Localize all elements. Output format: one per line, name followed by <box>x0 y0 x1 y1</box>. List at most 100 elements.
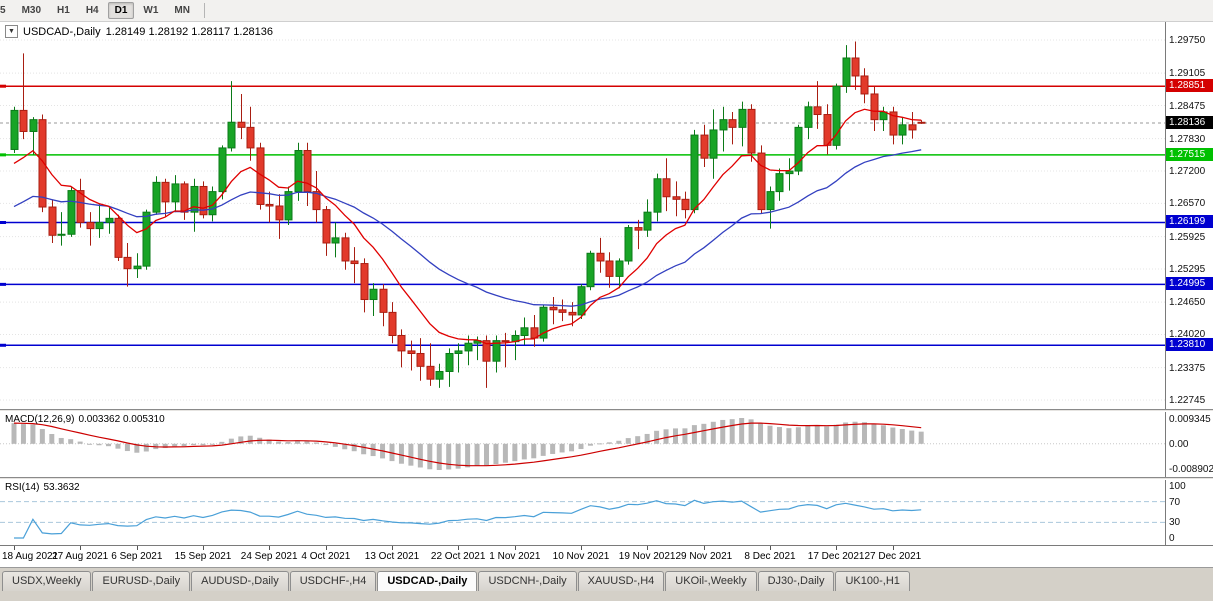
chart-tab-ukoil-weekly[interactable]: UKOil-,Weekly <box>665 571 757 591</box>
timeframe-button-d1[interactable]: D1 <box>107 2 135 19</box>
candles <box>10 41 926 388</box>
timeframe-button-h4[interactable]: H4 <box>85 5 99 16</box>
ma-slow-line <box>13 149 922 307</box>
date-axis[interactable]: 18 Aug 2021 27 Aug 2021 6 Sep 2021 15 Sep 2… <box>0 545 1213 567</box>
chart-tab-usdcad-daily[interactable]: USDCAD-,Daily <box>377 571 478 591</box>
macd-axis[interactable]: 0.009345 0.00 -0.008902 <box>1165 412 1213 477</box>
chart-tabs: USDX,Weekly EURUSD-,Daily AUDUSD-,Daily USD… <box>0 567 1213 601</box>
timeframe-button-w1[interactable]: W1 <box>143 5 159 16</box>
price-axis-label: 1.26570 <box>1169 198 1206 210</box>
timeframe-button-mn[interactable]: MN <box>174 5 190 16</box>
macd-values: 0.003362 0.005310 <box>78 414 165 425</box>
ma-fast-line <box>13 108 922 345</box>
timeframe-button-h1[interactable]: H1 <box>57 5 70 16</box>
price-level-badge: 1.26199 <box>1166 215 1213 229</box>
price-level-badge: 1.23810 <box>1166 338 1213 352</box>
macd-axis-label: -0.008902 <box>1169 464 1213 475</box>
price-axis-label: 1.22745 <box>1169 395 1206 406</box>
horizontal-level-lines[interactable] <box>0 84 1165 347</box>
date-label: 27 Aug 2021 <box>52 551 109 562</box>
rsi-axis[interactable]: 100 70 30 0 <box>1165 480 1213 545</box>
date-tick-mark <box>703 546 705 550</box>
date-label: 4 Oct 2021 <box>301 551 351 562</box>
chart-tab-usdx-weekly[interactable]: USDX,Weekly <box>2 571 92 591</box>
price-chart[interactable]: ▼ USDCAD-,Daily 1.28149 1.28192 1.28117 … <box>0 22 1165 409</box>
date-label: 15 Sep 2021 <box>174 551 232 562</box>
macd-name: MACD(12,26,9) <box>5 414 75 425</box>
price-axis-label: 1.29750 <box>1169 35 1206 46</box>
rsi-axis-label: 100 <box>1169 481 1186 492</box>
chart-tab-audusd-daily[interactable]: AUDUSD-,Daily <box>191 571 289 591</box>
rsi-value: 53.3632 <box>43 482 80 493</box>
price-axis[interactable]: 1.29750 1.29105 1.28475 1.27830 1.27200 1.265… <box>1165 22 1213 409</box>
price-axis-label: 1.27200 <box>1169 166 1206 178</box>
date-tick-mark <box>770 546 771 550</box>
price-level-badge: 1.27515 <box>1166 147 1213 161</box>
price-axis-label: 1.25925 <box>1169 231 1206 243</box>
chart-tab-usdcnh-daily[interactable]: USDCNH-,Daily <box>478 571 577 591</box>
macd-indicator-label: MACD(12,26,9) 0.003362 0.005310 <box>5 414 169 425</box>
rsi-axis-label: 70 <box>1169 496 1181 508</box>
date-tick-mark <box>392 546 393 550</box>
rsi-axis-label: 0 <box>1169 533 1175 544</box>
current-price-badge: 1.28136 <box>1166 115 1213 129</box>
macd-chart <box>0 418 1165 470</box>
price-axis-label: 1.28475 <box>1169 100 1206 112</box>
date-tick-mark <box>325 546 327 550</box>
date-label: 17 Dec 2021 <box>807 551 865 562</box>
toolbar-separator <box>203 3 205 18</box>
date-label: 22 Oct 2021 <box>430 551 486 562</box>
candlestick-chart[interactable] <box>0 22 1165 409</box>
macd-axis-label: 0.00 <box>1169 438 1189 450</box>
chart-tab-eurusd-daily[interactable]: EURUSD-,Daily <box>92 571 191 591</box>
macd-signal-line <box>13 422 922 467</box>
chart-tab-usdchf-h4[interactable]: USDCHF-,H4 <box>289 571 377 591</box>
date-label: 27 Dec 2021 <box>864 551 922 562</box>
price-axis-label: 1.25295 <box>1169 263 1206 275</box>
date-tick-mark <box>458 546 460 550</box>
timeframe-buttons: 5 M30 H1 H4 D1 W1 MN <box>0 2 198 19</box>
rsi-axis-label: 30 <box>1169 517 1181 529</box>
chart-title: ▼ USDCAD-,Daily 1.28149 1.28192 1.28117 … <box>5 25 273 38</box>
price-axis-label: 1.27830 <box>1169 133 1206 145</box>
rsi-name: RSI(14) <box>5 482 40 493</box>
date-label: 13 Oct 2021 <box>364 551 420 562</box>
date-tick-mark <box>269 546 271 550</box>
price-axis-label: 1.24650 <box>1169 297 1206 309</box>
date-label: 8 Dec 2021 <box>744 551 796 562</box>
macd-panel[interactable]: MACD(12,26,9) 0.003362 0.005310 <box>0 412 1165 477</box>
rsi-indicator-label: RSI(14) 53.3632 <box>5 482 84 493</box>
price-level-badge: 1.28851 <box>1166 79 1213 93</box>
date-tick-mark <box>80 546 82 550</box>
date-tick-mark <box>514 546 516 550</box>
price-axis-label: 1.29105 <box>1169 68 1206 80</box>
price-grid <box>0 39 1165 401</box>
date-tick-mark <box>647 546 649 550</box>
price-level-badge: 1.24995 <box>1166 277 1213 291</box>
panel-separator-rsi[interactable] <box>0 477 1213 480</box>
timeframe-button-5[interactable]: 5 <box>0 5 6 16</box>
chart-tab-dj30-daily[interactable]: DJ30-,Daily <box>757 571 835 591</box>
date-tick-mark <box>14 546 15 550</box>
date-label: 24 Sep 2021 <box>240 551 298 562</box>
timeframe-button-m30[interactable]: M30 <box>21 5 42 16</box>
rsi-panel[interactable]: RSI(14) 53.3632 <box>0 480 1165 545</box>
date-tick-mark <box>892 546 894 550</box>
chart-tab-xauusd-h4[interactable]: XAUUSD-,H4 <box>577 571 665 591</box>
price-axis-label: 1.24020 <box>1169 329 1206 341</box>
date-label: 18 Aug 2021 <box>2 551 59 562</box>
date-label: 6 Sep 2021 <box>111 551 163 562</box>
chart-dropdown-button[interactable]: ▼ <box>5 25 18 38</box>
date-tick-mark <box>203 546 204 550</box>
panel-separator-macd[interactable] <box>0 409 1213 412</box>
chart-symbol-label: USDCAD-,Daily <box>23 25 101 38</box>
timeframe-toolbar: 5 M30 H1 H4 D1 W1 MN <box>0 0 1213 22</box>
chart-ohlc-label: 1.28149 1.28192 1.28117 1.28136 <box>105 25 274 38</box>
macd-axis-label: 0.009345 <box>1169 414 1211 425</box>
date-label: 10 Nov 2021 <box>552 551 610 562</box>
date-tick-mark <box>136 546 138 550</box>
chart-tab-uk100-h1[interactable]: UK100-,H1 <box>835 571 910 591</box>
date-label: 1 Nov 2021 <box>489 551 541 562</box>
date-label: 29 Nov 2021 <box>675 551 733 562</box>
